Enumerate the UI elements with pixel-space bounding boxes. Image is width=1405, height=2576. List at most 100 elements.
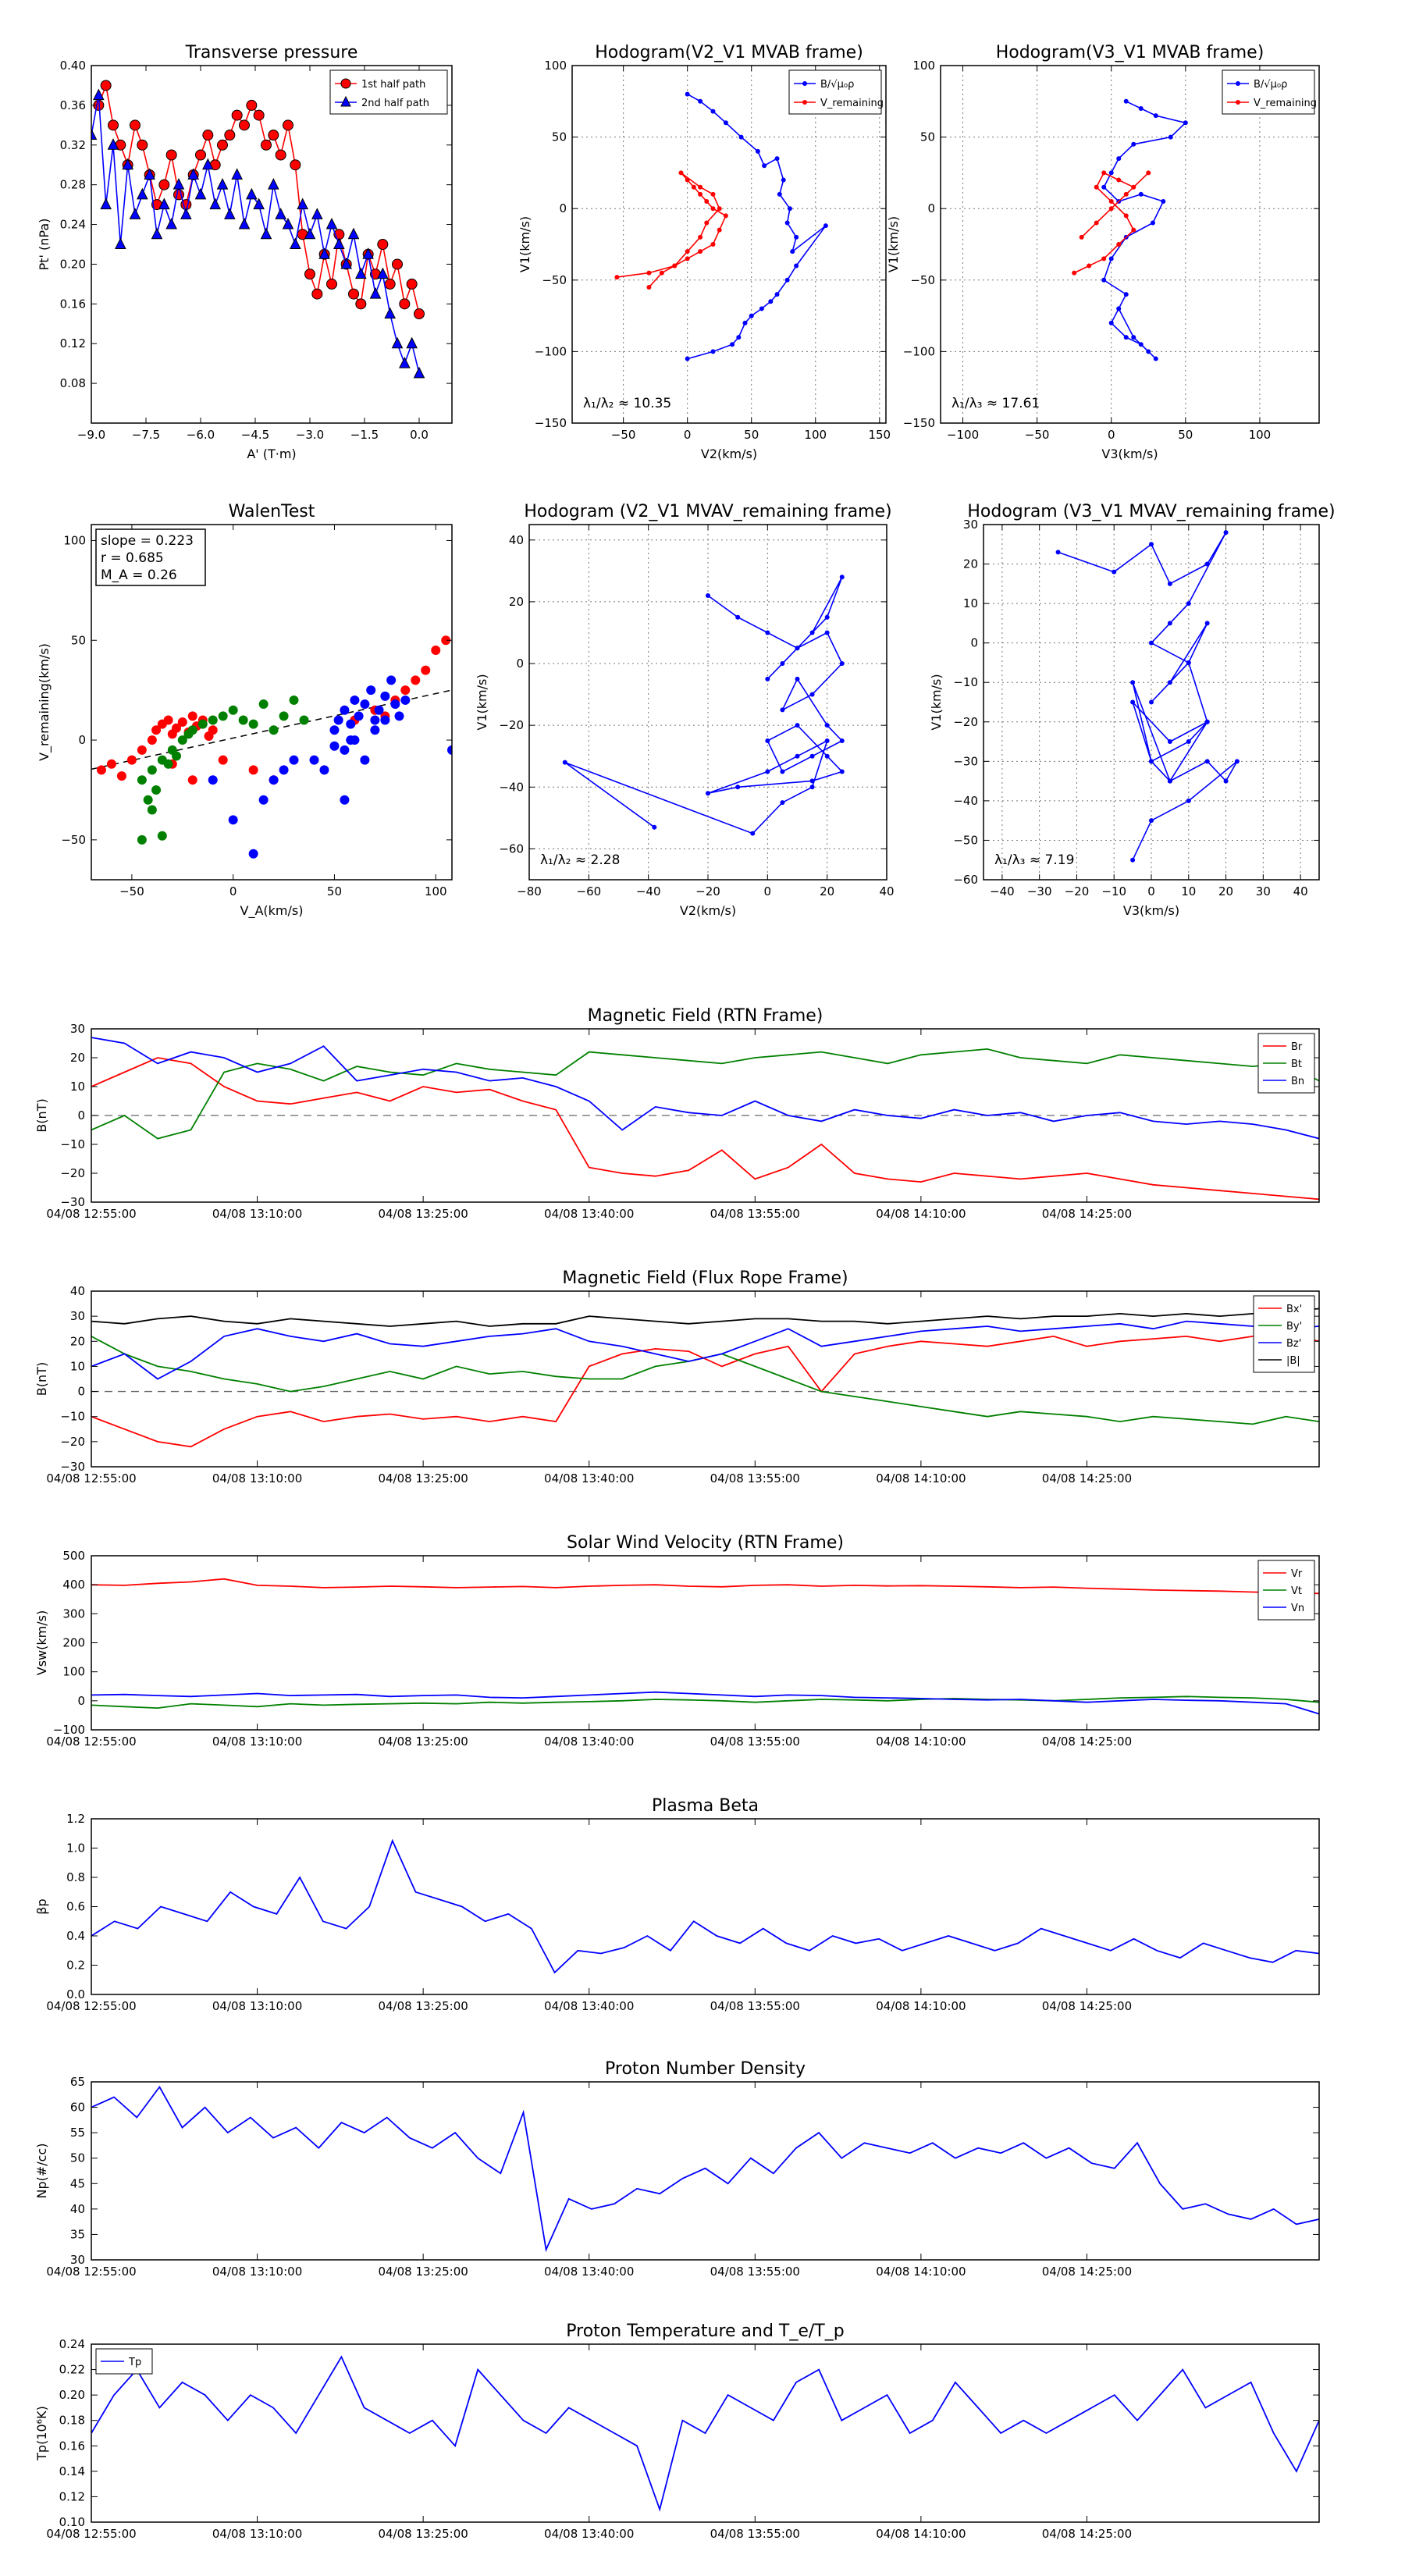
series-group	[614, 91, 828, 361]
data-point-green	[228, 705, 238, 715]
data-point-green	[157, 831, 167, 841]
y-axis-label: Np(#/cc)	[34, 2144, 49, 2199]
data-point-1	[704, 220, 710, 226]
data-point-0	[765, 630, 770, 635]
data-point-1	[137, 187, 148, 200]
data-point-1	[717, 206, 722, 212]
series-line-1	[1073, 172, 1149, 274]
time-tick-label: 04/08 12:55:00	[46, 1207, 136, 1221]
panel-beta: 0.0 0.2 0.4 0.6 0.8 1.0 1.2 04/08 12:55:00 04/08…	[34, 1796, 1320, 2013]
series-group	[91, 1308, 1319, 1448]
data-point-1	[1116, 242, 1122, 247]
data-point-1	[238, 217, 251, 229]
data-point-blue	[329, 741, 340, 751]
data-point-0	[348, 288, 359, 300]
data-point-1	[318, 247, 330, 259]
panel-mag_rtn: −30 −20 −10 0 10 20 30 04/08 12:55:00 04/08 13:1…	[34, 1006, 1320, 1221]
data-point-1	[355, 267, 367, 279]
data-point-0	[809, 785, 815, 790]
time-tick-label: 04/08 13:10:00	[212, 1207, 302, 1221]
data-point-1	[325, 217, 338, 229]
data-point-0	[1149, 818, 1154, 824]
y-tick-label: 20	[70, 1051, 85, 1065]
x-tick-label: 40	[879, 884, 894, 898]
x-tick-label: −6.0	[187, 428, 215, 442]
data-point-0	[794, 234, 799, 240]
x-axis-label: V3(km/s)	[1123, 903, 1179, 918]
legend-label: V_remaining	[820, 98, 884, 109]
data-point-0	[1167, 621, 1172, 626]
data-point-0	[253, 109, 265, 121]
plot-frame	[940, 65, 1320, 424]
x-tick-label: 0	[1108, 428, 1115, 442]
data-point-0	[1131, 141, 1136, 147]
chart-title: Proton Temperature and T_e/T_p	[566, 2322, 844, 2341]
data-point-0	[795, 676, 800, 681]
data-point-1	[275, 208, 286, 219]
data-point-0	[275, 149, 286, 161]
series-line-Vn	[91, 1691, 1319, 1715]
data-point-0	[762, 163, 767, 169]
data-point-green	[163, 759, 173, 769]
data-point-blue	[258, 795, 269, 805]
plot-area	[91, 2082, 1319, 2260]
legend-label: B/√μ₀ρ	[820, 79, 854, 91]
data-point-1	[253, 197, 265, 210]
data-point-0	[706, 791, 710, 796]
y-tick-label: 0	[77, 1108, 85, 1123]
data-point-green	[269, 725, 279, 735]
data-point-blue	[329, 725, 340, 735]
y-tick-label: −150	[535, 416, 567, 430]
data-point-1	[260, 227, 272, 240]
stats-box	[95, 528, 206, 586]
y-tick-label: 40	[509, 533, 524, 547]
chart-title: Solar Wind Velocity (RTN Frame)	[567, 1533, 844, 1553]
y-tick-label: −20	[60, 1166, 85, 1180]
data-point-1	[194, 187, 207, 200]
data-point-0	[738, 134, 744, 140]
y-tick-label: −20	[953, 715, 978, 729]
data-point-1	[333, 237, 345, 249]
y-tick-label: −100	[903, 344, 935, 358]
time-tick-label: 04/08 13:10:00	[212, 2527, 302, 2541]
y-tick-label: 20	[70, 1334, 85, 1348]
data-point-0	[1123, 335, 1129, 340]
data-point-red	[187, 711, 197, 721]
series-group	[562, 575, 845, 836]
time-tick-label: 04/08 14:10:00	[876, 1999, 966, 2013]
data-point-1	[224, 208, 236, 219]
plot-area	[941, 66, 1319, 423]
data-point-blue	[390, 699, 400, 710]
data-point-0	[246, 99, 258, 111]
data-point-0	[1146, 349, 1151, 354]
data-point-0	[399, 298, 411, 310]
y-tick-label: 1.2	[66, 1812, 85, 1826]
data-point-green	[137, 775, 147, 785]
ratio-annotation: λ₁/λ₃ ≈ 7.19	[994, 852, 1074, 868]
y-axis-label: V1(km/s)	[929, 674, 944, 730]
data-point-blue	[380, 715, 390, 725]
time-tick-label: 04/08 13:25:00	[378, 1735, 468, 1749]
x-tick-label: 40	[1293, 884, 1308, 898]
x-tick-label: −7.5	[132, 428, 160, 442]
y-tick-label: −30	[60, 1195, 85, 1209]
legend-marker	[1236, 81, 1240, 86]
series-line-Bz'	[91, 1320, 1319, 1380]
data-point-green	[172, 751, 182, 761]
y-axis-label: βp	[34, 1898, 49, 1914]
data-point-red	[151, 725, 162, 735]
data-point-blue	[208, 775, 218, 785]
y-tick-label: −20	[499, 718, 524, 732]
data-point-0	[1167, 680, 1172, 685]
stats-line: M_A = 0.26	[101, 568, 177, 583]
series-group	[91, 2085, 1319, 2253]
data-point-green	[258, 699, 269, 710]
data-point-red	[400, 685, 411, 696]
y-tick-label: −50	[542, 273, 567, 287]
plot-area	[91, 66, 452, 423]
chart-title: Hodogram (V3_V1 MVAV_remaining frame)	[967, 502, 1335, 521]
data-point-green	[238, 715, 248, 725]
data-point-blue	[370, 725, 380, 735]
data-point-1	[115, 237, 126, 249]
